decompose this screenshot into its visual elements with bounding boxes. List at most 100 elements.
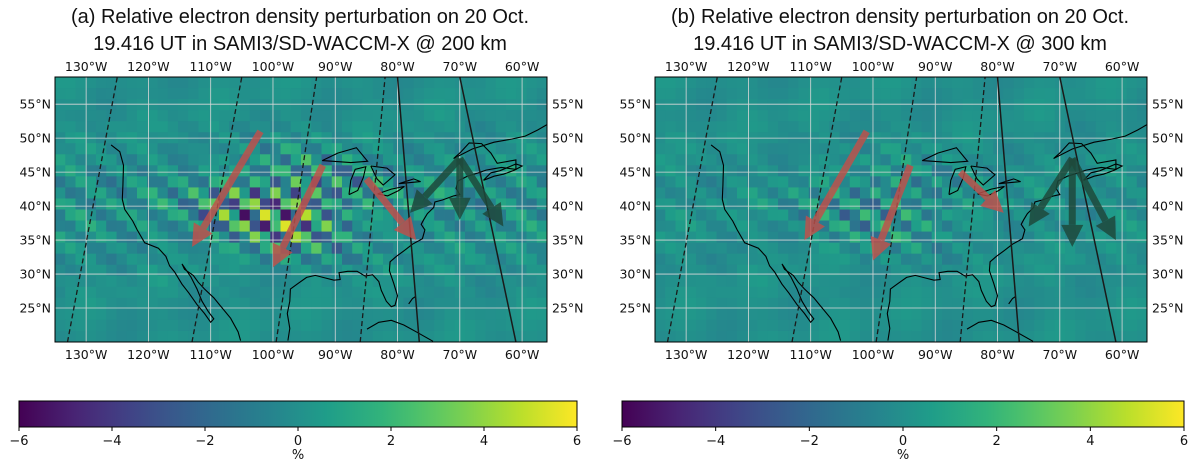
colorbar-tick-label: 4: [1086, 434, 1094, 449]
x-tick-label-top: 120°W: [127, 59, 169, 74]
propagation-arrows: [192, 129, 504, 268]
red-arrow: [804, 129, 870, 241]
x-tick-label-bottom: 120°W: [727, 347, 769, 362]
x-tick-label-top: 80°W: [380, 59, 415, 74]
red-arrow: [192, 129, 264, 247]
map-plot-b: 130°W 130°W 120°W 120°W 110°W 110°W 100°W 100°W…: [612, 59, 1188, 463]
y-tick-label-right: 50°N: [1152, 131, 1184, 146]
colorbar-tick-label: 2: [387, 434, 395, 449]
chart-subtitle: 19.416 UT in SAMI3/SD-WACCM-X @ 200 km: [93, 33, 507, 55]
x-tick-label-bottom: 80°W: [380, 347, 415, 362]
x-tick-label-bottom: 110°W: [189, 347, 231, 362]
plot-frame: [54, 76, 548, 343]
gridlines: [655, 77, 1147, 342]
red-arrow: [272, 163, 326, 268]
y-tick-label-right: 35°N: [1152, 233, 1184, 248]
x-tick-label-top: 130°W: [665, 59, 707, 74]
x-tick-label-top: 100°W: [852, 59, 894, 74]
x-tick-label-bottom: 90°W: [318, 347, 353, 362]
y-tick-label-right: 25°N: [1152, 301, 1184, 316]
x-tick-label-top: 110°W: [789, 59, 831, 74]
colorbar-tick-label: 2: [993, 434, 1001, 449]
meridian-lines: [66, 77, 517, 342]
x-tick-label-bottom: 130°W: [665, 347, 707, 362]
y-tick-label-right: 45°N: [552, 165, 584, 180]
y-tick-label-left: 45°N: [619, 165, 651, 180]
map-plot-a: 130°W 130°W 120°W 120°W 110°W 110°W 100°W 100°W…: [9, 59, 584, 463]
y-tick-label-left: 55°N: [19, 97, 51, 112]
red-arrow: [363, 176, 417, 241]
x-tick-label-bottom: 60°W: [505, 347, 540, 362]
plot-frame: [654, 76, 1148, 343]
x-tick-label-bottom: 110°W: [789, 347, 831, 362]
y-tick-label-right: 55°N: [1152, 97, 1184, 112]
y-tick-label-left: 50°N: [19, 131, 51, 146]
chart-title: (a) Relative electron density perturbati…: [70, 6, 530, 28]
dark-arrow: [1069, 156, 1116, 241]
x-tick-label-bottom: 60°W: [1105, 347, 1140, 362]
y-tick-label-right: 40°N: [552, 199, 584, 214]
x-tick-label-bottom: 80°W: [980, 347, 1015, 362]
y-tick-label-right: 30°N: [1152, 267, 1184, 282]
x-tick-label-top: 100°W: [252, 59, 294, 74]
colorbar-tick-label: −6: [9, 434, 28, 449]
colorbar-unit-label: %: [292, 448, 304, 463]
x-tick-label-top: 60°W: [1105, 59, 1140, 74]
chart-title: (b) Relative electron density perturbati…: [670, 6, 1130, 28]
y-tick-label-left: 40°N: [19, 199, 51, 214]
colorbar-tick-label: 0: [899, 434, 907, 449]
x-tick-label-bottom: 120°W: [127, 347, 169, 362]
perturbation-field: [55, 77, 547, 342]
panel-b: (b) Relative electron density perturbati…: [600, 0, 1200, 463]
red-arrow: [957, 169, 1004, 213]
x-tick-label-bottom: 70°W: [443, 347, 478, 362]
x-tick-label-bottom: 70°W: [1043, 347, 1078, 362]
x-tick-label-bottom: 130°W: [65, 347, 107, 362]
dark-arrow: [1061, 158, 1084, 247]
dark-arrow: [409, 156, 463, 213]
y-tick-label-right: 40°N: [1152, 199, 1184, 214]
x-tick-label-bottom: 90°W: [918, 347, 953, 362]
coastlines: [110, 124, 547, 342]
x-tick-label-bottom: 100°W: [852, 347, 894, 362]
colorbar: −6 −4 −2 0 2 4 6%: [9, 400, 581, 463]
colorbar-tick-label: −2: [195, 434, 214, 449]
x-tick-label-bottom: 100°W: [252, 347, 294, 362]
y-tick-label-right: 45°N: [1152, 165, 1184, 180]
colorbar-tick-label: 4: [480, 434, 488, 449]
dark-arrow: [448, 158, 471, 220]
colorbar-tick-label: 6: [573, 434, 581, 449]
colorbar-tick-label: −4: [102, 434, 121, 449]
y-tick-label-left: 50°N: [619, 131, 651, 146]
colorbar-tick-label: 0: [294, 434, 302, 449]
y-tick-label-left: 35°N: [619, 233, 651, 248]
dark-arrow: [456, 156, 504, 227]
x-tick-label-top: 130°W: [65, 59, 107, 74]
y-tick-label-right: 50°N: [552, 131, 584, 146]
x-tick-label-top: 70°W: [443, 59, 478, 74]
y-tick-label-left: 35°N: [19, 233, 51, 248]
y-tick-label-left: 45°N: [19, 165, 51, 180]
y-tick-label-right: 30°N: [552, 267, 584, 282]
meridian-lines: [666, 77, 1117, 342]
x-tick-label-top: 120°W: [727, 59, 769, 74]
dark-arrow: [1028, 156, 1076, 227]
y-tick-label-left: 40°N: [619, 199, 651, 214]
y-tick-label-right: 35°N: [552, 233, 584, 248]
x-tick-label-top: 90°W: [318, 59, 353, 74]
x-tick-label-top: 90°W: [918, 59, 953, 74]
colorbar-tick-label: −2: [800, 434, 819, 449]
colorbar: −6 −4 −2 0 2 4 6%: [612, 400, 1188, 463]
y-tick-label-left: 55°N: [619, 97, 651, 112]
y-tick-label-right: 25°N: [552, 301, 584, 316]
x-tick-label-top: 70°W: [1043, 59, 1078, 74]
colorbar-tick-label: 6: [1180, 434, 1188, 449]
y-tick-label-left: 30°N: [19, 267, 51, 282]
y-tick-label-right: 55°N: [552, 97, 584, 112]
y-tick-label-left: 25°N: [619, 301, 651, 316]
colorbar-tick-label: −6: [612, 434, 631, 449]
y-tick-label-left: 25°N: [19, 301, 51, 316]
propagation-arrows: [804, 129, 1116, 261]
y-tick-label-left: 30°N: [619, 267, 651, 282]
panel-a: (a) Relative electron density perturbati…: [9, 6, 584, 463]
